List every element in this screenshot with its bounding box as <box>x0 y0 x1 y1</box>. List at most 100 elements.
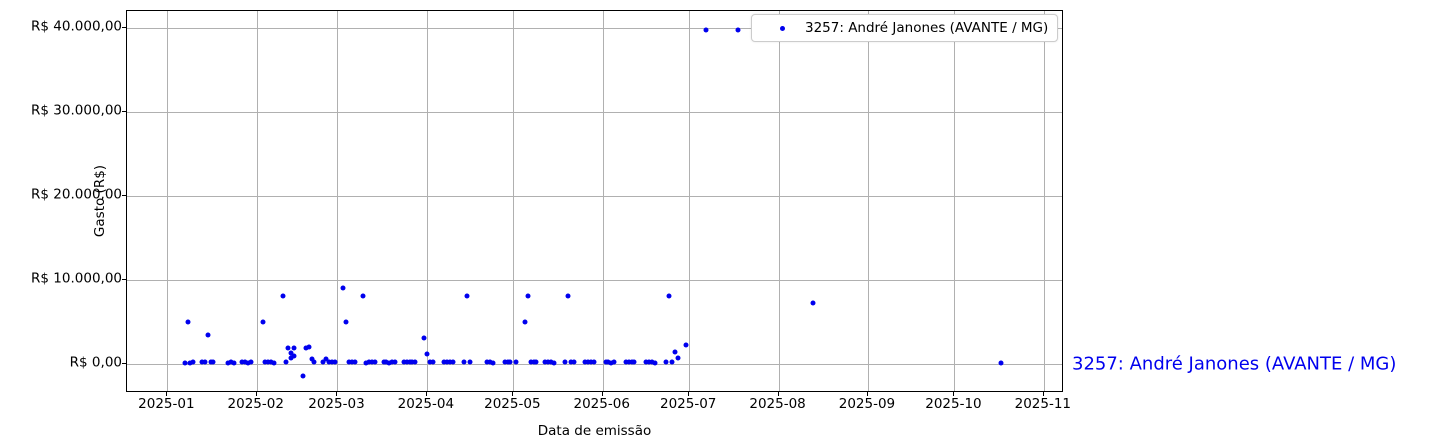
data-point <box>366 359 372 365</box>
data-point <box>392 359 398 365</box>
data-point <box>349 359 355 365</box>
data-point <box>340 285 346 291</box>
x-axis-tick-label: 2025-11 <box>1014 396 1072 412</box>
data-point <box>626 359 632 365</box>
x-axis-tick-mark <box>425 392 427 396</box>
data-point <box>461 359 467 365</box>
data-point <box>652 360 658 366</box>
data-point <box>381 359 387 365</box>
x-axis-tick-label: 2025-10 <box>925 396 982 412</box>
data-point <box>291 345 297 351</box>
x-axis-tick-mark <box>166 392 168 396</box>
data-point <box>542 359 548 365</box>
data-point <box>401 359 407 365</box>
x-axis-tick-label: 2025-01 <box>138 396 195 412</box>
data-point <box>663 359 669 365</box>
data-point <box>643 359 649 365</box>
data-point <box>271 360 277 366</box>
x-axis-tick-mark <box>777 392 779 396</box>
data-point <box>372 359 378 365</box>
gridline-vertical <box>954 11 956 391</box>
gridline-vertical <box>167 11 169 391</box>
data-point <box>242 359 248 365</box>
chart-legend[interactable]: 3257: André Janones (AVANTE / MG) <box>751 14 1059 42</box>
x-axis-tick-label: 2025-09 <box>838 396 896 412</box>
data-point <box>703 27 709 33</box>
data-point <box>245 360 251 366</box>
data-point <box>467 359 473 365</box>
data-point <box>409 359 415 365</box>
data-point <box>588 359 594 365</box>
data-point <box>441 359 447 365</box>
data-point <box>199 359 205 365</box>
series-annotation-label: 3257: André Janones (AVANTE / MG) <box>1072 353 1397 375</box>
x-axis-tick-label: 2025-03 <box>308 396 365 412</box>
data-point <box>568 359 574 365</box>
data-point <box>332 359 338 365</box>
data-point <box>326 359 332 365</box>
x-axis-tick-mark <box>512 392 514 396</box>
data-point <box>464 293 470 299</box>
y-axis-tick-label: R$ 20.000,00 <box>31 185 122 202</box>
data-point <box>649 359 655 365</box>
data-point <box>202 359 208 365</box>
y-axis-tick-mark <box>122 26 126 28</box>
x-axis-tick-mark <box>601 392 603 396</box>
data-point <box>591 359 597 365</box>
data-point <box>565 293 571 299</box>
data-point <box>404 359 410 365</box>
data-point <box>683 342 689 348</box>
gridline-horizontal <box>127 111 1062 113</box>
data-point <box>383 359 389 365</box>
y-axis-tick-label: R$ 30.000,00 <box>31 101 122 118</box>
data-point <box>551 360 557 366</box>
data-point <box>303 345 309 351</box>
data-point <box>309 356 315 362</box>
data-point <box>210 359 216 365</box>
data-point <box>631 359 637 365</box>
data-point <box>430 359 436 365</box>
data-point <box>571 359 577 365</box>
data-point <box>291 353 297 359</box>
data-point <box>502 359 508 365</box>
data-point <box>450 359 456 365</box>
data-point <box>421 335 427 341</box>
data-point <box>225 360 231 366</box>
data-point <box>528 359 534 365</box>
x-axis-tick-mark <box>688 392 690 396</box>
data-point <box>352 359 358 365</box>
data-point <box>323 356 329 362</box>
x-axis-tick-label: 2025-07 <box>659 396 717 412</box>
data-point <box>346 359 352 365</box>
x-axis-tick-label: 2025-06 <box>573 396 630 412</box>
data-point <box>265 359 271 365</box>
data-point <box>623 359 629 365</box>
data-point <box>248 359 254 365</box>
data-point <box>424 351 430 357</box>
data-point <box>363 360 369 366</box>
data-point <box>998 360 1004 366</box>
data-point <box>306 344 312 350</box>
data-point <box>239 359 245 365</box>
data-point <box>311 359 317 365</box>
data-point <box>228 359 234 365</box>
data-point <box>672 349 678 355</box>
data-point <box>412 359 418 365</box>
gridline-horizontal <box>127 195 1062 197</box>
x-axis-tick-label: 2025-08 <box>749 396 806 412</box>
data-point <box>280 293 286 299</box>
data-point <box>320 359 326 365</box>
data-point <box>669 359 675 365</box>
data-point <box>531 359 536 365</box>
data-point <box>646 359 652 365</box>
gridline-vertical <box>778 11 780 391</box>
data-point <box>300 373 306 379</box>
data-point <box>505 359 511 365</box>
x-axis-tick-mark <box>866 392 868 396</box>
data-point <box>427 359 433 365</box>
legend-label: 3257: André Janones (AVANTE / MG) <box>805 20 1049 36</box>
y-axis-tick-mark <box>122 110 126 112</box>
data-point <box>484 359 490 365</box>
data-point <box>533 359 539 365</box>
